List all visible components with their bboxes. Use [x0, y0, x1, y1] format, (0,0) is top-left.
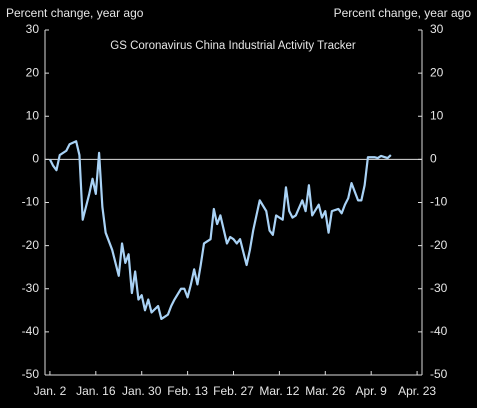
- y-tick-label: -30: [22, 281, 40, 295]
- x-tick-label: Feb. 27: [213, 384, 254, 398]
- y2-tick-label: 30: [430, 22, 444, 36]
- y2-tick-label: -20: [430, 238, 448, 252]
- y-tick-label: -50: [22, 367, 40, 381]
- y-tick-label: 20: [26, 65, 40, 79]
- x-tick-label: Apr. 9: [356, 384, 388, 398]
- x-tick-label: Mar. 12: [259, 384, 299, 398]
- x-tick-label: Mar. 26: [305, 384, 345, 398]
- y-tick-label: -20: [22, 238, 40, 252]
- data-line: [48, 140, 392, 321]
- y2-tick-label: -10: [430, 195, 448, 209]
- y-axis-label: Percent change, year ago: [6, 6, 144, 20]
- y-tick-label: -40: [22, 324, 40, 338]
- y2-tick-label: -40: [430, 324, 448, 338]
- y2-tick-label: 0: [430, 152, 437, 166]
- y-tick-label: 0: [32, 152, 39, 166]
- y2-tick-label: 20: [430, 65, 444, 79]
- x-tick-label: Jan. 16: [76, 384, 116, 398]
- x-tick-label: Jan. 30: [122, 384, 162, 398]
- y2-tick-label: -30: [430, 281, 448, 295]
- x-tick-label: Feb. 13: [167, 384, 208, 398]
- x-tick-label: Apr. 23: [398, 384, 436, 398]
- y2-axis-label: Percent change, year ago: [334, 6, 472, 20]
- x-tick-label: Jan. 2: [34, 384, 67, 398]
- y2-tick-label: 10: [430, 108, 444, 122]
- y2-tick-label: -50: [430, 367, 448, 381]
- chart-title: GS Coronavirus China Industrial Activity…: [110, 40, 356, 52]
- y-tick-label: 10: [26, 108, 40, 122]
- y-tick-label: 30: [26, 22, 40, 36]
- y-tick-label: -10: [22, 195, 40, 209]
